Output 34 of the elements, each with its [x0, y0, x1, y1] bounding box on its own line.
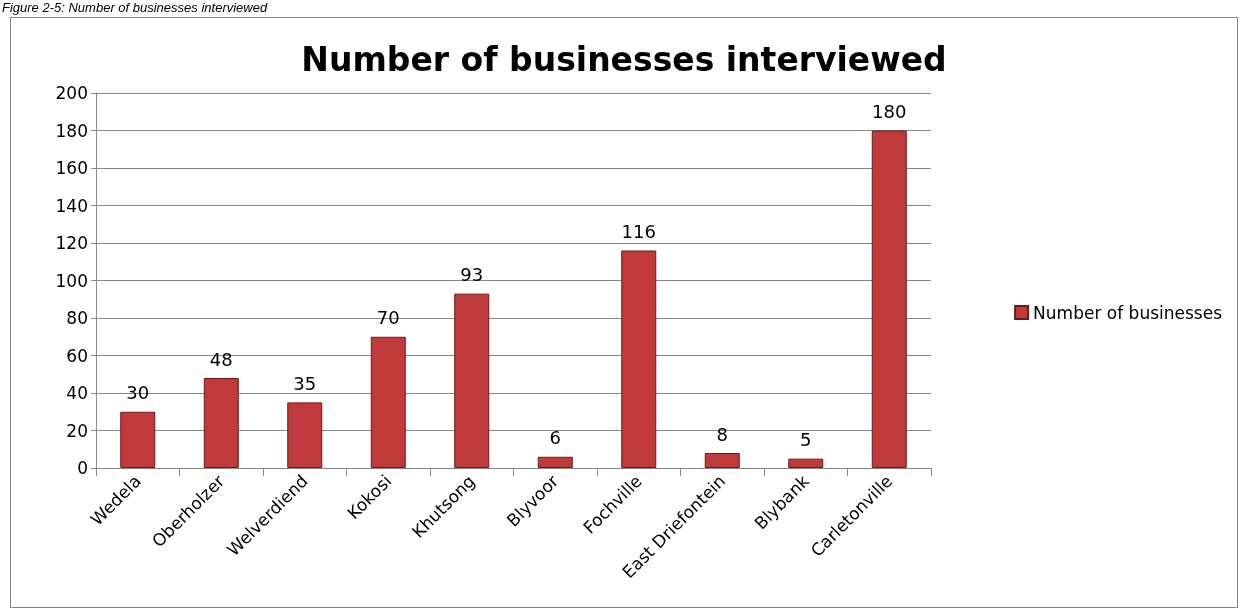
y-tick-label: 180 — [55, 120, 88, 141]
y-tick-label: 160 — [55, 158, 88, 178]
data-label: 35 — [293, 372, 317, 394]
chart-title: Number of businesses interviewed — [301, 40, 947, 79]
bar — [203, 378, 239, 468]
y-tick-label: 140 — [55, 195, 88, 216]
y-tick-label: 120 — [55, 233, 88, 253]
bar — [871, 130, 907, 468]
y-tick-label: 40 — [66, 383, 88, 403]
bar — [120, 411, 156, 468]
data-label: 116 — [621, 221, 656, 242]
bar — [621, 250, 657, 468]
data-label: 70 — [376, 307, 400, 329]
y-tick-label: 60 — [66, 345, 88, 366]
y-tick-label: 100 — [55, 270, 88, 291]
data-label: 48 — [209, 348, 233, 370]
bar — [704, 453, 740, 468]
bar — [788, 458, 824, 468]
data-label: 8 — [716, 423, 728, 445]
y-tick-label: 80 — [66, 308, 88, 328]
legend-label: Number of businesses — [1033, 302, 1223, 323]
data-label: 93 — [460, 264, 484, 286]
y-tick-label: 0 — [77, 458, 88, 478]
y-tick-label: 200 — [55, 83, 88, 103]
caption: Figure 2-5: Number of businesses interviewed — [2, 0, 268, 15]
bar — [537, 456, 573, 468]
data-label: 6 — [549, 427, 561, 449]
bar — [454, 293, 490, 468]
bar — [287, 402, 323, 468]
y-tick-label: 20 — [66, 420, 88, 441]
data-label: 5 — [800, 429, 812, 451]
data-label: 30 — [126, 382, 150, 404]
bar — [370, 336, 406, 468]
data-label: 180 — [872, 101, 907, 122]
